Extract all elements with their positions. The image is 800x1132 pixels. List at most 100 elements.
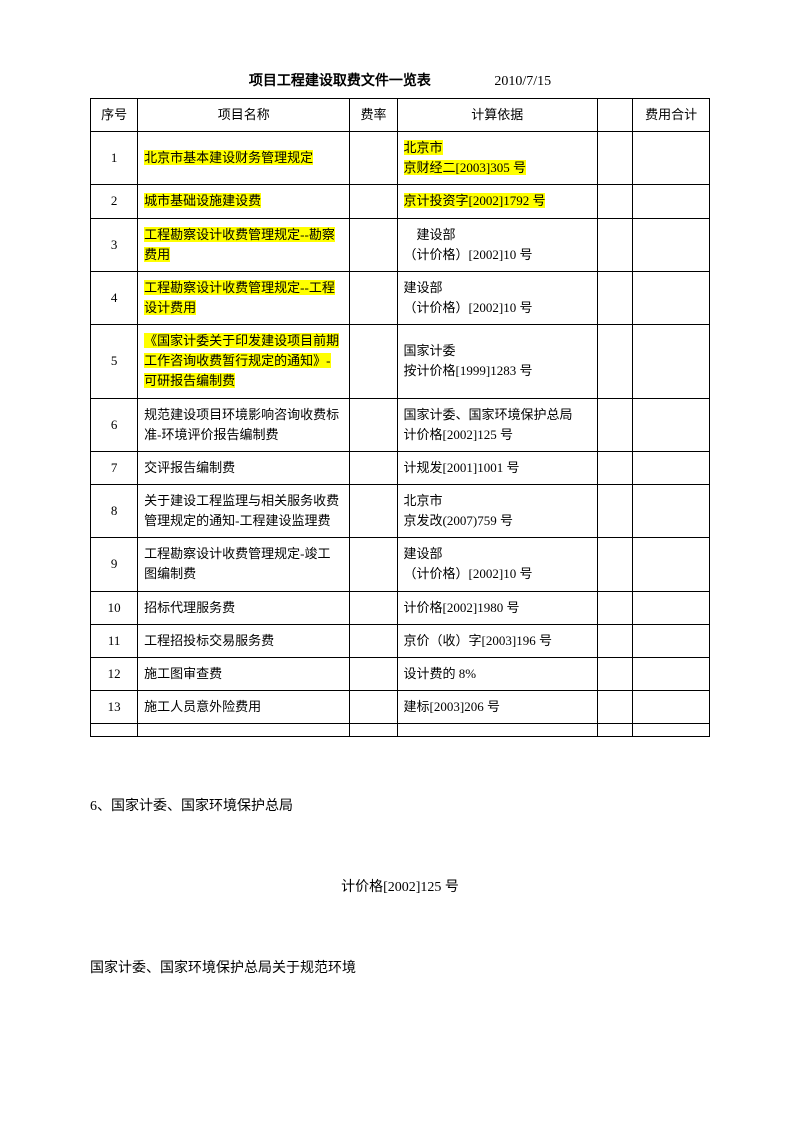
table-row: 1 北京市基本建设财务管理规定 北京市京财经二[2003]305 号 xyxy=(91,132,710,185)
cell-basis xyxy=(397,724,597,737)
cell-basis: 建设部（计价格）[2002]10 号 xyxy=(397,271,597,324)
cell-rate xyxy=(350,398,397,451)
cell-seq: 12 xyxy=(91,657,138,690)
cell-blank xyxy=(597,185,632,218)
cell-name: 交评报告编制费 xyxy=(138,451,350,484)
cell-rate xyxy=(350,724,397,737)
cell-seq: 7 xyxy=(91,451,138,484)
table-row: 12施工图审查费设计费的 8% xyxy=(91,657,710,690)
page-title: 项目工程建设取费文件一览表 xyxy=(249,74,431,89)
cell-basis: 计规发[2001]1001 号 xyxy=(397,451,597,484)
highlight-text: 京财经二[2003]305 号 xyxy=(404,160,526,175)
body-line-1: 6、国家计委、国家环境保护总局 xyxy=(90,792,710,823)
cell-basis: 北京市京发改(2007)759 号 xyxy=(397,484,597,537)
cell-name: 北京市基本建设财务管理规定 xyxy=(138,132,350,185)
highlight-text: 工程勘察设计收费管理规定--勘察费用 xyxy=(144,227,335,262)
body-line-2: 计价格[2002]125 号 xyxy=(90,873,710,904)
cell-blank xyxy=(597,724,632,737)
cell-blank xyxy=(597,451,632,484)
highlight-text: 城市基础设施建设费 xyxy=(144,193,261,208)
cell-blank xyxy=(597,218,632,271)
body-line-3: 国家计委、国家环境保护总局关于规范环境 xyxy=(90,954,710,985)
document-page: 项目工程建设取费文件一览表 2010/7/15 序号 项目名称 费率 计算依据 … xyxy=(0,0,800,1024)
page-date: 2010/7/15 xyxy=(494,74,551,89)
col-rate-header: 费率 xyxy=(350,99,397,132)
col-blank-header xyxy=(597,99,632,132)
table-row: 13施工人员意外险费用建标[2003]206 号 xyxy=(91,690,710,723)
cell-name xyxy=(138,724,350,737)
table-row: 7交评报告编制费 计规发[2001]1001 号 xyxy=(91,451,710,484)
cell-name: 《国家计委关于印发建设项目前期工作咨询收费暂行规定的通知》-可研报告编制费 xyxy=(138,325,350,398)
cell-blank xyxy=(597,325,632,398)
cell-basis: 北京市京财经二[2003]305 号 xyxy=(397,132,597,185)
cell-basis: 国家计委、国家环境保护总局计价格[2002]125 号 xyxy=(397,398,597,451)
cell-basis: 建设部（计价格）[2002]10 号 xyxy=(397,538,597,591)
cell-basis: 国家计委按计价格[1999]1283 号 xyxy=(397,325,597,398)
cell-seq: 5 xyxy=(91,325,138,398)
cell-basis: 计价格[2002]1980 号 xyxy=(397,591,597,624)
cell-rate xyxy=(350,538,397,591)
cell-total xyxy=(633,538,710,591)
cell-total xyxy=(633,271,710,324)
cell-total xyxy=(633,398,710,451)
cell-rate xyxy=(350,690,397,723)
highlight-text: 北京市基本建设财务管理规定 xyxy=(144,150,313,165)
cell-name: 城市基础设施建设费 xyxy=(138,185,350,218)
cell-name: 招标代理服务费 xyxy=(138,591,350,624)
cell-rate xyxy=(350,451,397,484)
cell-name: 工程勘察设计收费管理规定-竣工图编制费 xyxy=(138,538,350,591)
cell-blank xyxy=(597,624,632,657)
fee-table: 序号 项目名称 费率 计算依据 费用合计 1 北京市基本建设财务管理规定 北京市京财… xyxy=(90,98,710,737)
title-row: 项目工程建设取费文件一览表 2010/7/15 xyxy=(90,70,710,90)
cell-total xyxy=(633,724,710,737)
cell-name: 工程勘察设计收费管理规定--勘察费用 xyxy=(138,218,350,271)
cell-seq: 3 xyxy=(91,218,138,271)
highlight-text: 北京市 xyxy=(404,140,443,155)
cell-seq: 11 xyxy=(91,624,138,657)
body-text: 6、国家计委、国家环境保护总局 计价格[2002]125 号 国家计委、国家环境… xyxy=(90,792,710,984)
cell-rate xyxy=(350,657,397,690)
cell-rate xyxy=(350,185,397,218)
cell-blank xyxy=(597,690,632,723)
cell-rate xyxy=(350,271,397,324)
cell-seq: 10 xyxy=(91,591,138,624)
col-name-header: 项目名称 xyxy=(138,99,350,132)
cell-rate xyxy=(350,325,397,398)
table-row: 8关于建设工程监理与相关服务收费管理规定的通知-工程建设监理费北京市京发改(20… xyxy=(91,484,710,537)
cell-total xyxy=(633,185,710,218)
highlight-text: 工程勘察设计收费管理规定--工程设计费用 xyxy=(144,280,335,315)
cell-blank xyxy=(597,132,632,185)
cell-total xyxy=(633,657,710,690)
cell-seq: 1 xyxy=(91,132,138,185)
cell-total xyxy=(633,690,710,723)
cell-total xyxy=(633,132,710,185)
cell-total xyxy=(633,624,710,657)
cell-total xyxy=(633,325,710,398)
table-row: 6规范建设项目环境影响咨询收费标准-环境评价报告编制费国家计委、国家环境保护总局… xyxy=(91,398,710,451)
cell-blank xyxy=(597,538,632,591)
table-row: 4工程勘察设计收费管理规定--工程设计费用 建设部（计价格）[2002]10 号 xyxy=(91,271,710,324)
cell-rate xyxy=(350,484,397,537)
cell-seq: 6 xyxy=(91,398,138,451)
cell-total xyxy=(633,218,710,271)
table-row xyxy=(91,724,710,737)
cell-name: 规范建设项目环境影响咨询收费标准-环境评价报告编制费 xyxy=(138,398,350,451)
cell-seq: 2 xyxy=(91,185,138,218)
highlight-text: 《国家计委关于印发建设项目前期工作咨询收费暂行规定的通知》-可研报告编制费 xyxy=(144,333,339,388)
cell-blank xyxy=(597,657,632,690)
col-total-header: 费用合计 xyxy=(633,99,710,132)
cell-basis: 京价（收）字[2003]196 号 xyxy=(397,624,597,657)
cell-total xyxy=(633,451,710,484)
col-seq-header: 序号 xyxy=(91,99,138,132)
table-row: 11工程招投标交易服务费京价（收）字[2003]196 号 xyxy=(91,624,710,657)
cell-blank xyxy=(597,484,632,537)
cell-blank xyxy=(597,591,632,624)
cell-name: 关于建设工程监理与相关服务收费管理规定的通知-工程建设监理费 xyxy=(138,484,350,537)
cell-seq: 9 xyxy=(91,538,138,591)
cell-seq: 4 xyxy=(91,271,138,324)
cell-basis: 建标[2003]206 号 xyxy=(397,690,597,723)
cell-seq: 8 xyxy=(91,484,138,537)
col-basis-header: 计算依据 xyxy=(397,99,597,132)
cell-seq: 13 xyxy=(91,690,138,723)
table-row: 2城市基础设施建设费京计投资字[2002]1792 号 xyxy=(91,185,710,218)
